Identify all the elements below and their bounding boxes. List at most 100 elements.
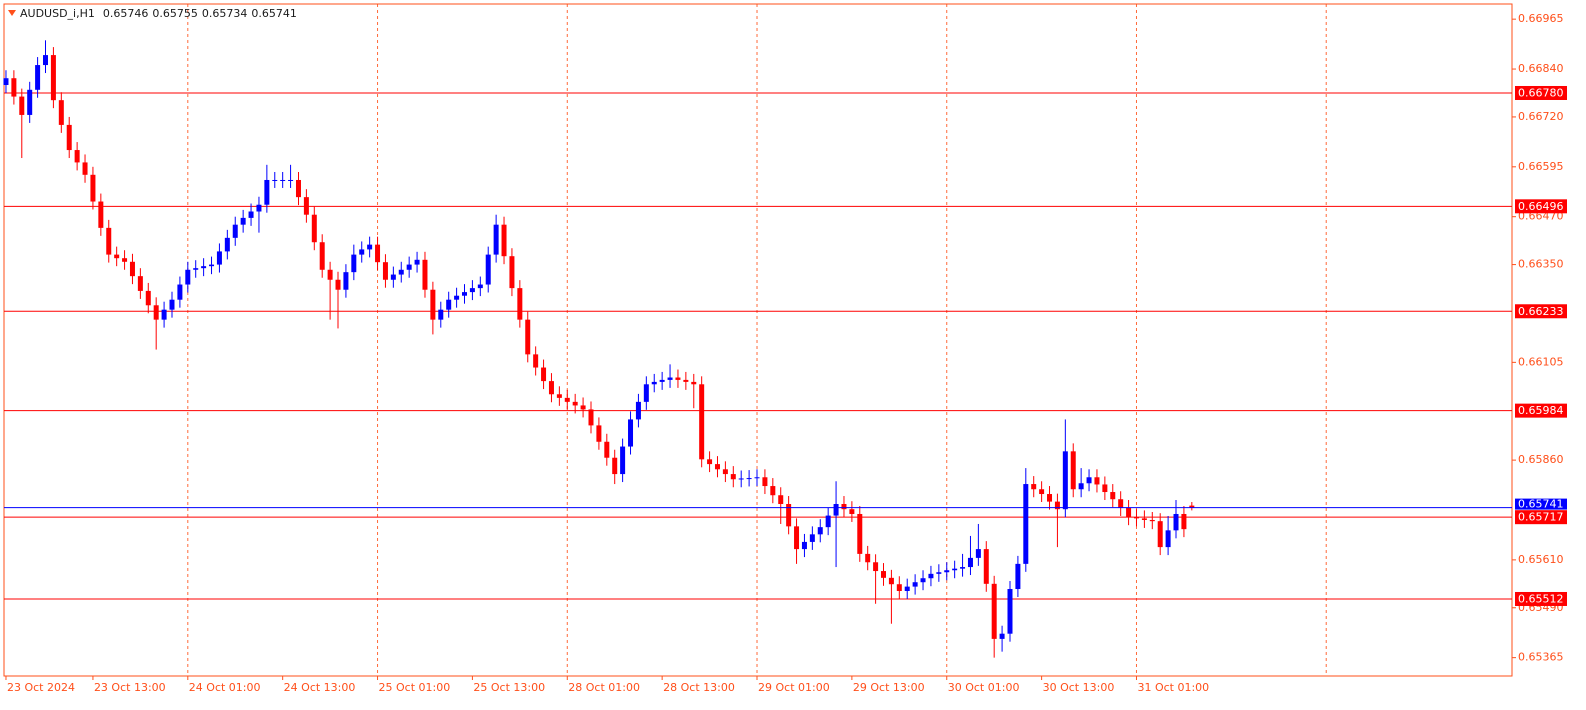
candle-body — [43, 55, 49, 66]
candle-body — [1126, 508, 1132, 518]
candle-body — [327, 269, 333, 280]
candle-body — [19, 96, 25, 115]
candle-body — [272, 179, 278, 181]
candle-body — [1047, 494, 1053, 502]
candle-body — [975, 549, 981, 558]
y-tick-label: 0.66595 — [1518, 160, 1564, 173]
x-tick-label: 24 Oct 01:00 — [189, 681, 261, 694]
header-title: AUDUSD_i,H1 — [20, 7, 95, 20]
x-tick-label: 24 Oct 13:00 — [284, 681, 356, 694]
candle-body — [248, 211, 254, 218]
candle-body — [635, 401, 641, 420]
candle-body — [50, 55, 56, 101]
candle-body — [74, 150, 80, 163]
candle-body — [11, 78, 17, 97]
candle-body — [564, 397, 570, 402]
candle-body — [288, 179, 294, 181]
candle-body — [367, 244, 373, 250]
candle-body — [580, 405, 586, 410]
candle-body — [873, 562, 879, 572]
y-tick-label: 0.65610 — [1518, 553, 1564, 566]
candle-body — [683, 379, 689, 382]
candle-body — [667, 377, 673, 380]
candle-body — [1149, 519, 1155, 522]
candle-body — [406, 264, 412, 270]
candle-body — [991, 583, 997, 639]
candle-body — [936, 572, 942, 574]
candle-body — [612, 457, 618, 475]
candle-body — [738, 478, 744, 480]
x-tick-label: 25 Oct 13:00 — [473, 681, 545, 694]
candle-body — [1086, 477, 1092, 484]
candle-body — [398, 269, 404, 275]
candle-body — [548, 381, 554, 395]
candle-body — [438, 309, 444, 320]
level-label-box — [1515, 591, 1567, 606]
candle-body — [1078, 483, 1084, 490]
candle-body — [106, 227, 112, 255]
candle-body — [786, 504, 792, 527]
candle-body — [1031, 484, 1037, 490]
plot-frame — [3, 3, 1513, 677]
candle-body — [651, 381, 657, 385]
level-label: 0.65717 — [1518, 511, 1564, 524]
candle-body — [295, 179, 301, 198]
candle-body — [232, 224, 238, 238]
candle-body — [770, 486, 776, 496]
candle-body — [888, 577, 894, 585]
candle-body — [952, 568, 958, 571]
candle-body — [256, 204, 262, 212]
x-tick-label: 28 Oct 01:00 — [568, 681, 640, 694]
header-close: 0.65741 — [251, 7, 297, 20]
level-label: 0.66233 — [1518, 305, 1564, 318]
candle-body — [169, 299, 175, 310]
candle-body — [493, 224, 499, 255]
level-label: 0.65984 — [1518, 404, 1564, 417]
candle-body — [699, 384, 705, 460]
candle-body — [1094, 477, 1100, 485]
candle-body — [896, 584, 902, 592]
candle-body — [375, 244, 381, 263]
candle-body — [849, 509, 855, 514]
x-tick-label: 30 Oct 13:00 — [1043, 681, 1115, 694]
header-low: 0.65734 — [202, 7, 248, 20]
candle-body — [1062, 451, 1068, 510]
level-label: 0.66780 — [1518, 86, 1564, 99]
candle-body — [414, 259, 420, 265]
candle-body — [841, 504, 847, 510]
candle-body — [707, 459, 713, 465]
level-label-box — [1515, 510, 1567, 525]
candle-body — [762, 477, 768, 487]
candle-body — [390, 274, 396, 280]
candle-body — [1118, 499, 1124, 508]
candle-body — [833, 504, 839, 516]
y-tick-label: 0.66350 — [1518, 258, 1564, 271]
candle-body — [422, 259, 428, 290]
candle-body — [359, 249, 365, 255]
bid-label: 0.65741 — [1518, 498, 1564, 511]
candle-body — [129, 261, 135, 277]
candle-body — [983, 549, 989, 584]
candle-body — [193, 268, 199, 270]
candle-body — [137, 276, 143, 291]
candle-body — [469, 288, 475, 293]
candle-body — [928, 573, 934, 579]
candle-body — [430, 289, 436, 320]
x-tick-label: 28 Oct 13:00 — [663, 681, 735, 694]
candle-body — [446, 299, 452, 310]
candle-body — [541, 367, 547, 382]
candle-body — [98, 201, 104, 228]
candle-body — [533, 354, 539, 368]
x-tick-label: 29 Oct 01:00 — [758, 681, 830, 694]
candle-body — [620, 446, 626, 475]
header-high: 0.65755 — [152, 7, 198, 20]
candle-body — [177, 284, 183, 300]
candle-body — [801, 541, 807, 550]
bid-label-box — [1515, 498, 1567, 510]
candle-body — [1110, 492, 1116, 500]
candle-body — [960, 567, 966, 569]
candle-body — [343, 272, 349, 290]
candle-body — [462, 292, 468, 296]
